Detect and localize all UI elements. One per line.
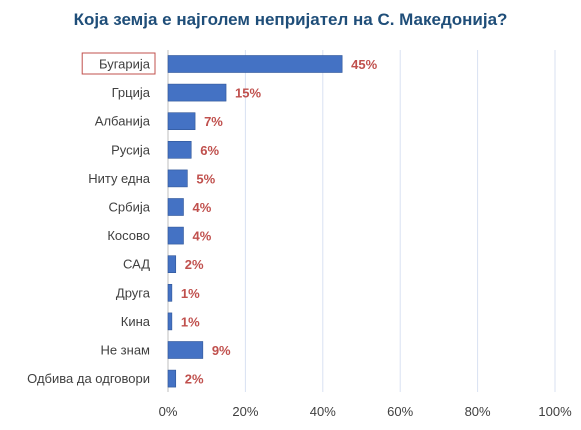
x-tick-label: 40% [310,404,336,419]
category-label: Не знам [100,343,150,358]
bar [167,226,184,245]
bar [167,141,192,159]
value-label: 45% [351,57,377,72]
value-label: 2% [185,257,204,272]
category-label: САД [123,257,150,272]
category-label: Русија [111,142,151,157]
bar [167,341,204,359]
category-label: Бугарија [99,57,151,72]
bar [167,112,196,130]
value-label: 1% [181,286,200,301]
value-label: 6% [200,143,219,158]
x-tick-label: 100% [538,404,572,419]
value-label: 5% [196,171,215,186]
category-label: Ниту една [88,171,151,186]
value-label: 4% [192,200,211,215]
value-label: 7% [204,114,223,129]
x-tick-label: 80% [465,404,491,419]
value-label: 4% [192,229,211,244]
value-label: 1% [181,314,200,329]
category-label: Одбива да одговори [27,371,150,386]
bar [167,312,173,331]
bar [167,55,343,73]
bar [167,283,173,302]
category-label: Друга [116,285,151,300]
value-label: 9% [212,343,231,358]
category-label: Грција [112,85,151,100]
bar [167,169,188,188]
bar [167,198,184,216]
highlight-box [81,52,156,75]
bar [167,83,227,102]
category-label: Србија [109,200,151,215]
value-label: 2% [185,372,204,387]
x-tick-label: 60% [387,404,413,419]
category-label: Кина [121,314,151,329]
x-tick-label: 20% [232,404,258,419]
category-label: Албанија [95,114,151,129]
bar [167,255,177,273]
value-label: 15% [235,86,261,101]
category-label: Косово [107,228,150,243]
bar [167,369,177,388]
chart-title: Која земја е најголем непријател на С. М… [73,10,508,29]
x-tick-label: 0% [159,404,178,419]
